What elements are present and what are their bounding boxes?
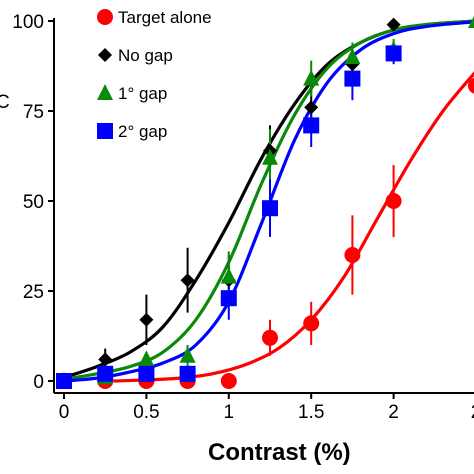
data-point-no-gap	[386, 17, 401, 32]
fit-curves	[63, 19, 474, 383]
data-point-2-gap	[262, 200, 278, 217]
legend-label-target-alone: Target alone	[118, 8, 212, 27]
data-markers	[56, 16, 474, 389]
data-point-2-gap	[179, 365, 196, 382]
y-tick-label: 75	[23, 102, 44, 123]
x-axis-title: Contrast (%)	[208, 439, 351, 466]
data-point-1-gap	[468, 16, 474, 28]
fit-curve-2-gap	[63, 20, 474, 383]
data-point-no-gap	[139, 312, 154, 327]
legend-marker-2-gap	[97, 123, 113, 139]
x-tick-label: 0.5	[133, 402, 159, 423]
data-point-target-alone	[303, 315, 320, 332]
data-point-2-gap	[385, 45, 402, 62]
data-point-1-gap	[262, 148, 278, 165]
data-point-no-gap	[180, 273, 195, 288]
error-bars	[104, 21, 395, 378]
data-point-1-gap	[220, 267, 237, 284]
data-point-2-gap	[56, 373, 72, 389]
data-point-2-gap	[303, 117, 320, 134]
data-point-2-gap	[138, 365, 155, 382]
data-point-2-gap	[220, 290, 237, 307]
data-point-1-gap	[303, 69, 320, 86]
legend-marker-target-alone	[97, 9, 113, 25]
legend-marker-no-gap	[98, 48, 112, 62]
data-point-no-gap	[98, 352, 113, 367]
x-tick-label: 1	[224, 402, 235, 423]
legend-label-2-gap: 2° gap	[118, 122, 167, 141]
legend-label-1-gap: 1° gap	[118, 84, 167, 103]
legend-marker-1-gap	[97, 84, 113, 100]
y-tick-label: 25	[23, 282, 44, 303]
y-tick-label: 100	[12, 12, 44, 33]
y-tick-label: 0	[33, 372, 44, 393]
legend-label-no-gap: No gap	[118, 46, 173, 65]
x-tick-label: 2	[471, 402, 474, 423]
data-point-target-alone	[262, 329, 278, 346]
data-point-2-gap	[344, 70, 361, 87]
fit-curve-target-alone	[113, 71, 474, 383]
data-point-no-gap	[304, 100, 319, 115]
data-point-1-gap	[138, 350, 155, 367]
data-point-target-alone	[468, 78, 474, 94]
x-tick-label: 2	[388, 402, 399, 423]
data-point-target-alone	[344, 247, 361, 263]
data-point-target-alone	[385, 193, 402, 209]
data-point-2-gap	[97, 365, 114, 382]
x-tick-label: 0	[59, 402, 70, 423]
data-point-1-gap	[179, 346, 196, 363]
axes-layer: 0 25 50 75 100 0 0.5 1 1.5 2 2	[12, 12, 474, 423]
y-axis-title-partial: C	[0, 92, 10, 113]
data-point-target-alone	[220, 373, 237, 389]
y-tick-label: 50	[23, 192, 44, 213]
data-point-1-gap	[344, 48, 361, 64]
x-tick-label: 1.5	[298, 402, 324, 423]
legend: Target alone No gap 1° gap 2° gap	[97, 8, 212, 141]
